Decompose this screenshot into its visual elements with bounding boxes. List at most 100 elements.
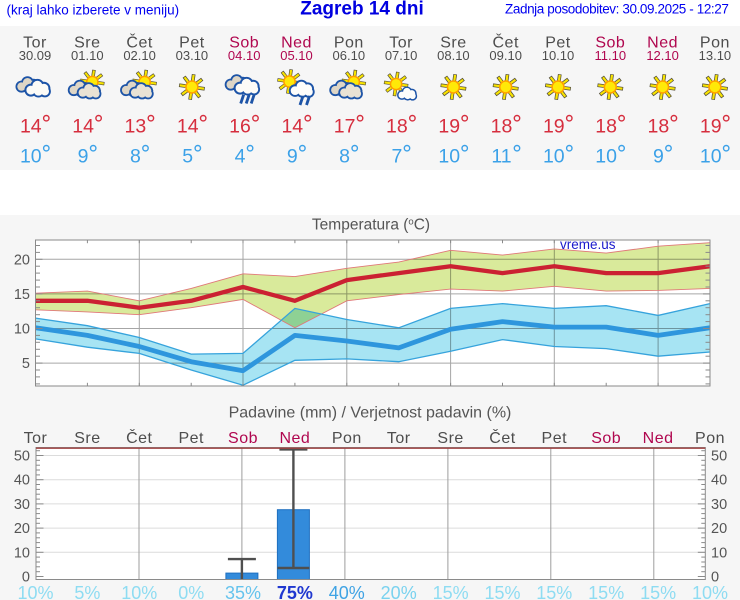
svg-text:19: 19	[700, 115, 722, 137]
svg-text:20: 20	[711, 521, 727, 537]
svg-text:Čet: Čet	[126, 33, 152, 52]
svg-text:40: 40	[14, 473, 30, 489]
svg-text:19: 19	[438, 115, 460, 137]
svg-text:40: 40	[711, 473, 727, 489]
svg-text:04.10: 04.10	[228, 48, 261, 63]
svg-text:Pet: Pet	[179, 35, 205, 52]
svg-text:09.10: 09.10	[489, 48, 522, 63]
svg-text:5%: 5%	[74, 583, 100, 600]
svg-text:13: 13	[125, 115, 147, 137]
svg-text:13.10: 13.10	[699, 48, 732, 63]
svg-text:(kraj lahko izberete v meniju): (kraj lahko izberete v meniju)	[7, 3, 180, 18]
svg-text:Ned: Ned	[647, 35, 678, 52]
svg-text:Čet: Čet	[492, 33, 518, 52]
svg-text:8: 8	[130, 145, 141, 167]
svg-text:15: 15	[14, 287, 30, 303]
svg-text:11: 11	[491, 145, 511, 167]
svg-text:Pet: Pet	[178, 430, 204, 447]
svg-text:12.10: 12.10	[646, 48, 679, 63]
svg-text:10: 10	[20, 145, 42, 167]
svg-text:Pon: Pon	[332, 430, 362, 447]
svg-text:30: 30	[711, 497, 727, 513]
svg-text:18: 18	[648, 115, 670, 137]
svg-text:9: 9	[287, 145, 298, 167]
svg-text:Zadnja posodobitev: 30.09.2025: Zadnja posodobitev: 30.09.2025 - 12:27	[505, 2, 728, 17]
svg-text:18: 18	[491, 115, 513, 137]
svg-text:10%: 10%	[17, 583, 53, 600]
svg-text:50: 50	[14, 449, 30, 465]
svg-text:03.10: 03.10	[176, 48, 209, 63]
svg-text:Tor: Tor	[23, 35, 47, 52]
svg-text:Sre: Sre	[74, 430, 100, 447]
svg-text:15%: 15%	[536, 583, 572, 600]
svg-text:15%: 15%	[484, 583, 520, 600]
svg-text:15%: 15%	[433, 583, 469, 600]
svg-text:10: 10	[14, 545, 30, 561]
svg-text:02.10: 02.10	[123, 48, 156, 63]
svg-text:Sob: Sob	[591, 430, 621, 447]
svg-text:Ned: Ned	[643, 430, 674, 447]
svg-text:Pet: Pet	[542, 430, 568, 447]
svg-text:08.10: 08.10	[437, 48, 470, 63]
svg-text:7: 7	[391, 145, 402, 167]
svg-text:35%: 35%	[225, 583, 261, 600]
svg-text:05.10: 05.10	[280, 48, 313, 63]
svg-text:30: 30	[14, 497, 30, 513]
svg-text:Sre: Sre	[437, 430, 463, 447]
svg-text:06.10: 06.10	[333, 48, 366, 63]
svg-text:Ned: Ned	[281, 35, 312, 52]
svg-text:50: 50	[711, 449, 727, 465]
svg-text:Sob: Sob	[229, 35, 259, 52]
svg-text:Čet: Čet	[489, 428, 515, 447]
svg-text:10: 10	[438, 145, 460, 167]
svg-text:Tor: Tor	[387, 430, 411, 447]
svg-text:18: 18	[595, 115, 617, 137]
svg-text:Sre: Sre	[440, 35, 466, 52]
svg-text:Temperatura (oC): Temperatura (oC)	[312, 217, 430, 234]
svg-text:Padavine (mm) / Verjetnost pad: Padavine (mm) / Verjetnost padavin (%)	[229, 405, 512, 422]
svg-text:0: 0	[711, 570, 719, 586]
svg-text:15%: 15%	[640, 583, 676, 600]
svg-text:Čet: Čet	[126, 428, 152, 447]
svg-text:16: 16	[229, 115, 251, 137]
svg-text:9: 9	[78, 145, 89, 167]
svg-text:20: 20	[14, 521, 30, 537]
svg-text:10: 10	[595, 145, 617, 167]
svg-text:14: 14	[281, 115, 303, 137]
svg-text:Sob: Sob	[228, 430, 258, 447]
svg-text:Pon: Pon	[695, 430, 725, 447]
svg-text:14: 14	[20, 115, 42, 137]
svg-text:40%: 40%	[329, 583, 365, 600]
svg-text:10: 10	[711, 545, 727, 561]
svg-text:20%: 20%	[381, 583, 417, 600]
svg-text:07.10: 07.10	[385, 48, 418, 63]
svg-text:10: 10	[14, 322, 30, 338]
svg-text:9: 9	[653, 145, 664, 167]
svg-text:15%: 15%	[588, 583, 624, 600]
svg-text:Tor: Tor	[24, 430, 48, 447]
svg-text:20: 20	[14, 252, 30, 268]
svg-text:10: 10	[700, 145, 722, 167]
svg-text:Pon: Pon	[700, 35, 730, 52]
svg-text:Pet: Pet	[545, 35, 571, 52]
svg-text:14: 14	[177, 115, 199, 137]
svg-text:10%: 10%	[692, 583, 728, 600]
svg-text:4: 4	[235, 145, 246, 167]
svg-text:Pon: Pon	[334, 35, 364, 52]
svg-text:Sre: Sre	[74, 35, 100, 52]
svg-text:10: 10	[543, 145, 565, 167]
svg-text:17: 17	[334, 115, 356, 137]
svg-text:5: 5	[22, 356, 30, 372]
svg-text:19: 19	[543, 115, 565, 137]
svg-text:30.09: 30.09	[19, 48, 52, 63]
svg-text:75%: 75%	[277, 583, 313, 600]
svg-text:Zagreb 14 dni: Zagreb 14 dni	[300, 0, 424, 20]
svg-text:11.10: 11.10	[595, 48, 627, 63]
svg-text:Sob: Sob	[595, 35, 625, 52]
svg-text:0%: 0%	[178, 583, 204, 600]
svg-text:10.10: 10.10	[542, 48, 575, 63]
svg-text:01.10: 01.10	[71, 48, 104, 63]
svg-text:Ned: Ned	[279, 430, 310, 447]
svg-text:vreme.us: vreme.us	[560, 237, 616, 252]
svg-text:14: 14	[72, 115, 94, 137]
